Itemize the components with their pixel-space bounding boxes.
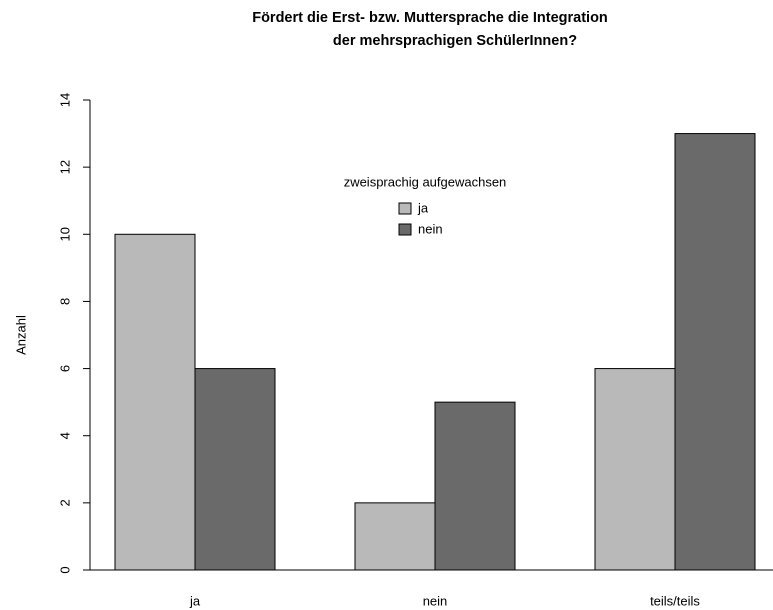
legend-swatch	[398, 202, 412, 215]
bar	[434, 401, 516, 571]
y-tick-label: 2	[57, 499, 72, 506]
x-tick-label: teils/teils	[650, 593, 700, 608]
legend-title: zweisprachig aufgewachsen	[344, 174, 507, 189]
x-tick-label: nein	[423, 593, 448, 608]
y-tick-label: 12	[57, 160, 72, 174]
bar	[194, 368, 276, 571]
chart-title: der mehrsprachigen SchülerInnen?	[333, 33, 577, 49]
legend-label: ja	[417, 200, 429, 215]
chart-title: Fördert die Erst- bzw. Muttersprache die…	[252, 10, 608, 26]
y-tick-label: 0	[57, 566, 72, 573]
bar	[114, 233, 196, 571]
bar	[674, 133, 756, 571]
y-axis-label: Anzahl	[13, 315, 28, 355]
bar	[594, 368, 676, 571]
legend-label: nein	[418, 221, 443, 236]
y-tick-label: 8	[57, 298, 72, 305]
y-tick-label: 4	[57, 432, 72, 439]
bar	[354, 502, 436, 571]
legend-swatch	[398, 223, 412, 236]
x-tick-label: ja	[189, 593, 201, 608]
y-tick-label: 6	[57, 365, 72, 372]
y-tick-label: 14	[57, 93, 72, 107]
y-tick-label: 10	[57, 227, 72, 241]
